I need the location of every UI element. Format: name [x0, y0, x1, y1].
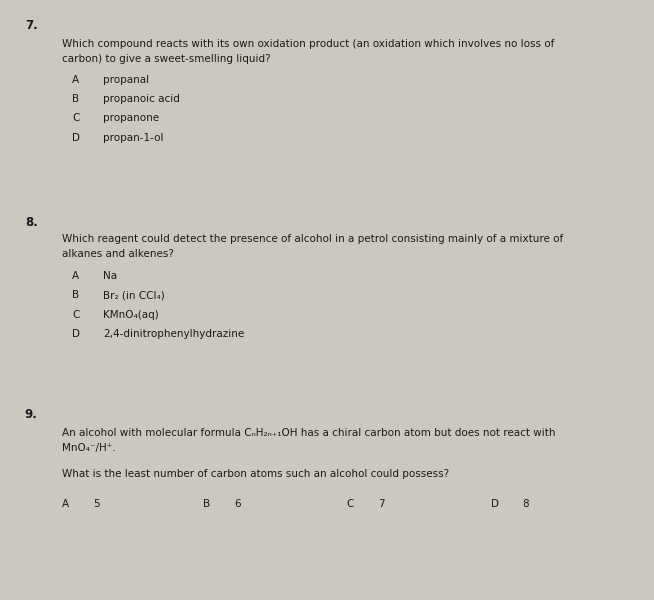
- Text: C: C: [72, 113, 79, 124]
- Text: B: B: [72, 290, 79, 301]
- Text: B: B: [203, 499, 210, 509]
- Text: propanone: propanone: [103, 113, 160, 124]
- Text: D: D: [72, 133, 80, 143]
- Text: C: C: [347, 499, 354, 509]
- Text: An alcohol with molecular formula CₙH₂ₙ₊₁OH has a chiral carbon atom but does no: An alcohol with molecular formula CₙH₂ₙ₊…: [62, 428, 556, 452]
- Text: What is the least number of carbon atoms such an alcohol could possess?: What is the least number of carbon atoms…: [62, 469, 449, 479]
- Text: D: D: [72, 329, 80, 339]
- Text: C: C: [72, 310, 79, 320]
- Text: B: B: [72, 94, 79, 104]
- Text: Na: Na: [103, 271, 118, 281]
- Text: propanoic acid: propanoic acid: [103, 94, 181, 104]
- Text: KMnO₄(aq): KMnO₄(aq): [103, 310, 159, 320]
- Text: 7: 7: [378, 499, 385, 509]
- Text: A: A: [72, 271, 79, 281]
- Text: 6: 6: [234, 499, 241, 509]
- Text: 7.: 7.: [25, 19, 37, 32]
- Text: D: D: [490, 499, 498, 509]
- Text: 9.: 9.: [25, 408, 38, 421]
- Text: A: A: [62, 499, 69, 509]
- Text: propanal: propanal: [103, 75, 150, 85]
- Text: Br₂ (in CCl₄): Br₂ (in CCl₄): [103, 290, 165, 301]
- Text: 2,4-dinitrophenylhydrazine: 2,4-dinitrophenylhydrazine: [103, 329, 245, 339]
- Text: 8: 8: [522, 499, 528, 509]
- Text: Which compound reacts with its own oxidation product (an oxidation which involve: Which compound reacts with its own oxida…: [62, 39, 555, 64]
- Text: 5: 5: [94, 499, 100, 509]
- Text: propan-1-ol: propan-1-ol: [103, 133, 164, 143]
- Text: Which reagent could detect the presence of alcohol in a petrol consisting mainly: Which reagent could detect the presence …: [62, 234, 563, 259]
- Text: A: A: [72, 75, 79, 85]
- Text: 8.: 8.: [25, 216, 38, 229]
